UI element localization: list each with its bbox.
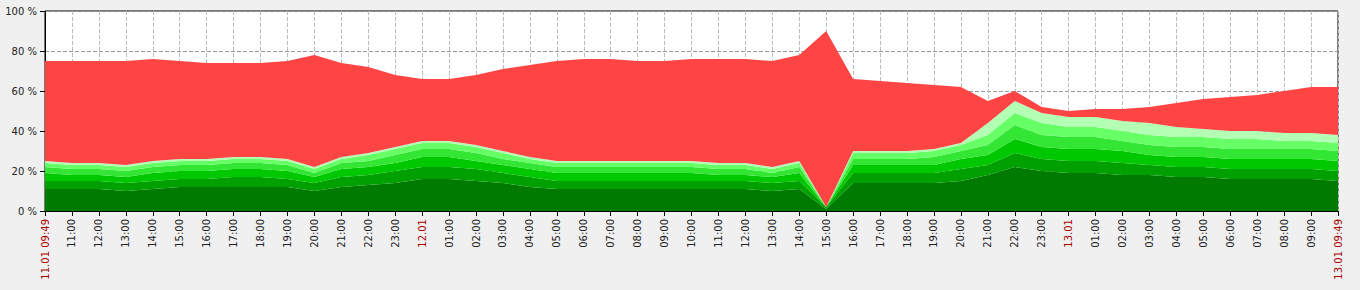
- svg-text:01:00: 01:00: [444, 219, 455, 248]
- svg-text:02:00: 02:00: [1117, 219, 1128, 248]
- svg-text:11:00: 11:00: [713, 219, 724, 248]
- svg-text:13:00: 13:00: [767, 219, 778, 248]
- svg-text:22:00: 22:00: [363, 219, 374, 248]
- svg-text:06:00: 06:00: [578, 219, 589, 248]
- svg-text:20:00: 20:00: [309, 219, 320, 248]
- svg-text:13.01: 13.01: [1063, 219, 1074, 248]
- svg-text:23:00: 23:00: [1036, 219, 1047, 248]
- svg-text:18:00: 18:00: [255, 219, 266, 248]
- svg-text:02:00: 02:00: [471, 219, 482, 248]
- svg-text:11:00: 11:00: [66, 219, 77, 248]
- svg-text:12:00: 12:00: [740, 219, 751, 248]
- svg-text:07:00: 07:00: [1252, 219, 1263, 248]
- svg-text:21:00: 21:00: [336, 219, 347, 248]
- svg-text:0 %: 0 %: [18, 206, 37, 217]
- svg-text:14:00: 14:00: [794, 219, 805, 248]
- svg-text:100 %: 100 %: [5, 6, 37, 17]
- svg-text:20:00: 20:00: [955, 219, 966, 248]
- svg-text:23:00: 23:00: [390, 219, 401, 248]
- svg-text:05:00: 05:00: [551, 219, 562, 248]
- svg-text:17:00: 17:00: [875, 219, 886, 248]
- svg-text:13:00: 13:00: [120, 219, 131, 248]
- svg-text:05:00: 05:00: [1198, 219, 1209, 248]
- svg-text:12.01: 12.01: [417, 219, 428, 248]
- svg-text:09:00: 09:00: [659, 219, 670, 248]
- svg-text:04:00: 04:00: [524, 219, 535, 248]
- svg-text:19:00: 19:00: [282, 219, 293, 248]
- svg-text:17:00: 17:00: [228, 219, 239, 248]
- svg-text:15:00: 15:00: [174, 219, 185, 248]
- svg-text:03:00: 03:00: [1144, 219, 1155, 248]
- svg-text:08:00: 08:00: [632, 219, 643, 248]
- svg-text:18:00: 18:00: [902, 219, 913, 248]
- svg-text:01:00: 01:00: [1090, 219, 1101, 248]
- svg-text:60 %: 60 %: [12, 86, 37, 97]
- svg-text:07:00: 07:00: [605, 219, 616, 248]
- svg-text:16:00: 16:00: [848, 219, 859, 248]
- svg-text:21:00: 21:00: [982, 219, 993, 248]
- svg-text:04:00: 04:00: [1171, 219, 1182, 248]
- svg-text:12:00: 12:00: [93, 219, 104, 248]
- svg-text:14:00: 14:00: [147, 219, 158, 248]
- svg-text:15:00: 15:00: [821, 219, 832, 248]
- svg-text:10:00: 10:00: [686, 219, 697, 248]
- svg-text:03:00: 03:00: [497, 219, 508, 248]
- svg-text:40 %: 40 %: [12, 126, 37, 137]
- svg-text:20 %: 20 %: [12, 166, 37, 177]
- svg-text:08:00: 08:00: [1279, 219, 1290, 248]
- svg-text:22:00: 22:00: [1009, 219, 1020, 248]
- svg-text:80 %: 80 %: [12, 46, 37, 57]
- svg-text:09:00: 09:00: [1306, 219, 1317, 248]
- svg-text:16:00: 16:00: [201, 219, 212, 248]
- svg-text:19:00: 19:00: [928, 219, 939, 248]
- svg-text:11.01 09:49: 11.01 09:49: [40, 219, 51, 280]
- svg-text:06:00: 06:00: [1225, 219, 1236, 248]
- svg-text:13.01 09:49: 13.01 09:49: [1333, 219, 1344, 280]
